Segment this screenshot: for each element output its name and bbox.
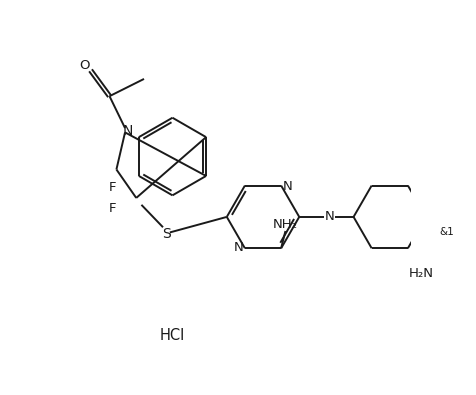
Text: N: N: [233, 241, 243, 254]
Text: HCl: HCl: [159, 328, 185, 343]
Text: NH₂: NH₂: [272, 218, 298, 231]
Text: N: N: [282, 180, 292, 193]
Text: F: F: [108, 181, 116, 194]
Text: &1: &1: [439, 228, 454, 237]
Text: F: F: [108, 202, 116, 215]
Text: O: O: [474, 180, 476, 193]
Text: O: O: [79, 58, 89, 71]
Text: N: N: [122, 124, 132, 138]
Text: H₂N: H₂N: [408, 267, 433, 280]
Text: S: S: [162, 227, 170, 241]
Text: N: N: [324, 211, 334, 224]
